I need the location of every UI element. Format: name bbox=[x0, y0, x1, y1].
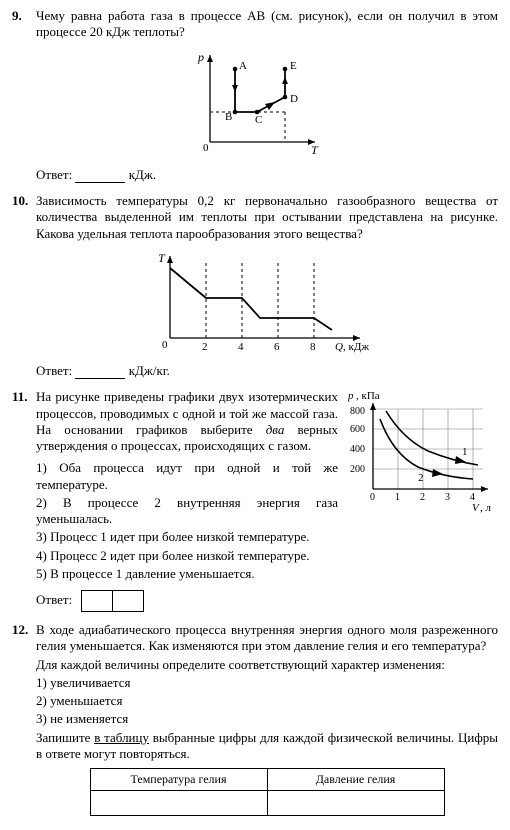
answer-label: Ответ: bbox=[36, 592, 72, 607]
svg-text:A: A bbox=[239, 60, 247, 72]
svg-text:V: V bbox=[472, 502, 480, 514]
svg-text:600: 600 bbox=[350, 424, 365, 435]
problem-11: 11. На рисунке приведены графики двух из… bbox=[12, 389, 498, 584]
svg-text:C: C bbox=[255, 114, 262, 126]
svg-text:6: 6 bbox=[274, 341, 280, 353]
problem-number: 12. bbox=[12, 622, 36, 816]
svg-text:T: T bbox=[158, 251, 166, 265]
svg-text:B: B bbox=[225, 111, 232, 123]
problem-9: 9. Чему равна работа газа в процессе AB … bbox=[12, 8, 498, 41]
svg-text:800: 800 bbox=[350, 406, 365, 417]
problem-10: 10. Зависимость температуры 0,2 кг перво… bbox=[12, 193, 498, 242]
svg-text:1: 1 bbox=[462, 446, 468, 458]
svg-text:, кДж: , кДж bbox=[343, 341, 369, 353]
option-1: 1) Оба процесса идут при одной и той же … bbox=[36, 460, 338, 493]
svg-text:4: 4 bbox=[238, 341, 244, 353]
figure-11: p, кПа bbox=[348, 389, 498, 584]
option-3: 3) Процесс 1 идет при более низкой темпе… bbox=[36, 529, 338, 545]
problem-note: Запишите в таблицу выбранные цифры для к… bbox=[36, 730, 498, 763]
option-5: 5) В процессе 1 давление уменьшается. bbox=[36, 566, 338, 582]
answer-9: Ответ: кДж. bbox=[36, 167, 498, 183]
svg-text:p: p bbox=[348, 390, 354, 402]
problem-text: Чему равна работа газа в процессе AB (см… bbox=[36, 8, 498, 41]
answer-blank[interactable] bbox=[75, 366, 125, 379]
option-2: 2) В процессе 2 внутренняя энергия газа … bbox=[36, 495, 338, 528]
svg-text:D: D bbox=[290, 93, 298, 105]
answer-unit: кДж/кг. bbox=[129, 363, 170, 378]
cooling-chart-icon: T Q, кДж 0 2 4 6 8 bbox=[140, 248, 370, 353]
text-emph: два bbox=[266, 422, 285, 437]
svg-text:8: 8 bbox=[310, 341, 316, 353]
svg-text:0: 0 bbox=[370, 492, 375, 503]
svg-text:Q: Q bbox=[335, 341, 343, 353]
problem-instruction: Для каждой величины определите соответст… bbox=[36, 657, 498, 673]
answer-label: Ответ: bbox=[36, 363, 72, 378]
table-header-1: Температура гелия bbox=[90, 769, 267, 791]
svg-text:2: 2 bbox=[202, 341, 208, 353]
svg-text:T: T bbox=[311, 143, 319, 157]
problem-text: Зависимость температуры 0,2 кг первонача… bbox=[36, 193, 498, 242]
svg-text:2: 2 bbox=[420, 492, 425, 503]
text-part: Запишите bbox=[36, 730, 94, 745]
answer-boxes[interactable] bbox=[81, 590, 144, 612]
answer-unit: кДж. bbox=[129, 167, 156, 182]
problem-text: На рисунке приведены графики двух изотер… bbox=[36, 389, 338, 584]
text-underline: в таблицу bbox=[94, 730, 149, 745]
svg-text:0: 0 bbox=[162, 339, 168, 351]
svg-text:, л: , л bbox=[480, 502, 492, 514]
answer-11: Ответ: bbox=[36, 590, 498, 612]
answer-table[interactable]: Температура гелия Давление гелия bbox=[90, 768, 445, 816]
table-cell[interactable] bbox=[90, 791, 267, 816]
svg-text:p: p bbox=[197, 50, 204, 64]
svg-text:, кПа: , кПа bbox=[356, 390, 380, 402]
table-header-2: Давление гелия bbox=[267, 769, 444, 791]
problem-12: 12. В ходе адиабатического процесса внут… bbox=[12, 622, 498, 816]
svg-text:1: 1 bbox=[395, 492, 400, 503]
svg-text:0: 0 bbox=[203, 142, 209, 154]
answer-label: Ответ: bbox=[36, 167, 72, 182]
problem-number: 11. bbox=[12, 389, 36, 584]
problem-text: В ходе адиабатического процесса внутренн… bbox=[36, 622, 498, 655]
problem-number: 9. bbox=[12, 8, 36, 41]
svg-text:400: 400 bbox=[350, 444, 365, 455]
svg-text:E: E bbox=[290, 60, 297, 72]
option-4: 4) Процесс 2 идет при более низкой темпе… bbox=[36, 548, 338, 564]
isotherm-chart-icon: p, кПа bbox=[348, 389, 498, 514]
figure-10: T Q, кДж 0 2 4 6 8 bbox=[12, 248, 498, 357]
option-2: 2) уменьшается bbox=[36, 693, 498, 709]
table-cell[interactable] bbox=[267, 791, 444, 816]
option-3: 3) не изменяется bbox=[36, 711, 498, 727]
answer-10: Ответ: кДж/кг. bbox=[36, 363, 498, 379]
svg-text:200: 200 bbox=[350, 464, 365, 475]
svg-text:3: 3 bbox=[445, 492, 450, 503]
answer-blank[interactable] bbox=[75, 170, 125, 183]
problem-number: 10. bbox=[12, 193, 36, 242]
option-1: 1) увеличивается bbox=[36, 675, 498, 691]
figure-9: p T 0 A B C D E bbox=[12, 47, 498, 161]
pv-diagram-icon: p T 0 A B C D E bbox=[185, 47, 325, 157]
svg-text:2: 2 bbox=[418, 472, 424, 484]
